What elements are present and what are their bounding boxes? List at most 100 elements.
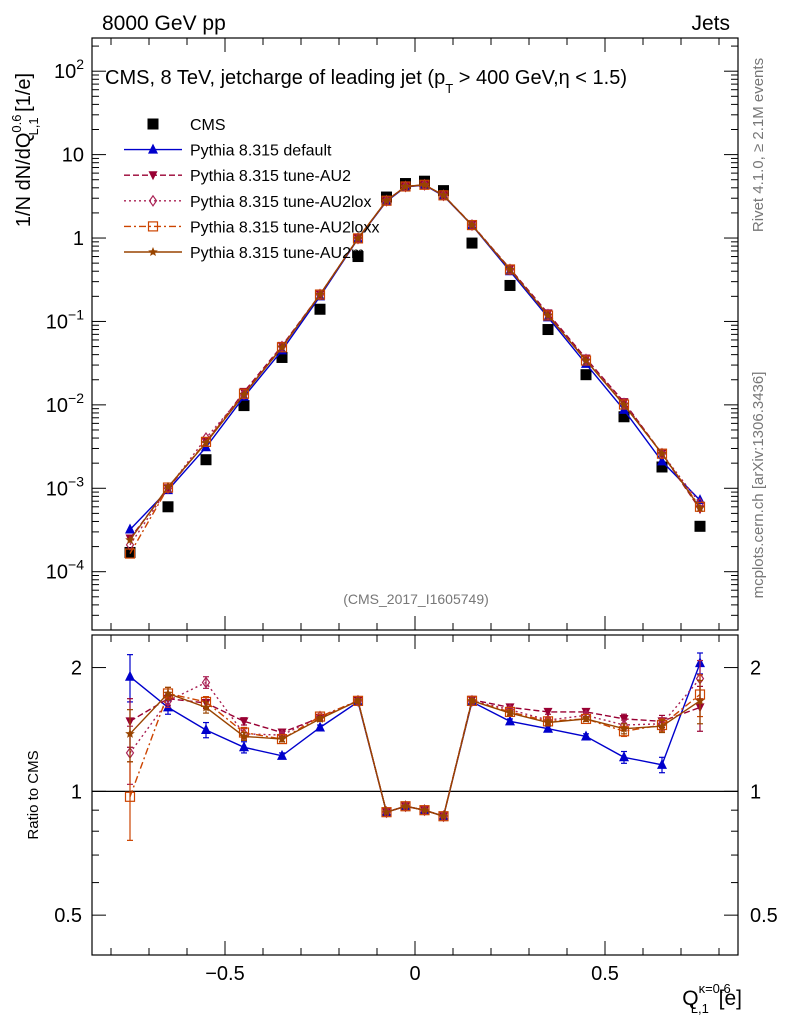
legend: CMS Pythia 8.315 default Pythia 8.315 tune… [124, 117, 379, 262]
main-series [124, 175, 706, 559]
main-y-tick-label: 10−4 [46, 557, 84, 584]
ratio-point [239, 731, 249, 741]
ratio-point [581, 730, 591, 741]
legend-label: Pythia 8.315 tune-AU2 [190, 168, 351, 185]
analysis-watermark: (CMS_2017_I1605749) [343, 591, 489, 607]
data-point [353, 233, 363, 243]
main-y-tick-label: 1 [73, 228, 84, 250]
data-point [694, 501, 706, 512]
data-point [125, 535, 135, 544]
legend-marker [148, 171, 158, 181]
ratio-line [129, 692, 701, 818]
ratio-point [315, 713, 325, 723]
ratio-y-ticks: 0.5 0.5 1 1 2 2 [54, 658, 778, 956]
data-point [124, 548, 136, 559]
data-point [276, 351, 288, 363]
ratio-y-tick-label: 0.5 [54, 905, 82, 927]
ratio-point [353, 695, 363, 705]
data-point [656, 461, 668, 473]
x-tick-label: 0 [409, 963, 420, 985]
ratio-point [201, 723, 211, 734]
ratio-point [163, 688, 173, 698]
main-y-tick-label: 10−1 [46, 306, 84, 333]
ratio-point [201, 676, 211, 689]
legend-label: CMS [190, 117, 226, 134]
data-point [200, 436, 212, 447]
legend-label: Pythia 8.315 default [190, 143, 332, 160]
ratio-line [129, 662, 701, 818]
ratio-point [657, 721, 667, 731]
ratio-point [315, 721, 325, 732]
series-line [129, 184, 701, 546]
x-tick-label: 0.5 [591, 963, 619, 985]
ratio-point [543, 722, 553, 733]
ratio-point [277, 734, 287, 744]
ratio-y-axis-label: Ratio to CMS [25, 750, 42, 839]
data-point [238, 388, 250, 399]
data-point [580, 369, 592, 381]
data-point [201, 437, 211, 447]
series-pythia-8-315-tune-au2loxx [124, 179, 706, 559]
ratio-point [277, 749, 287, 760]
main-y-tick-label: 10−3 [46, 473, 84, 500]
ratio-point [543, 717, 553, 727]
legend-label: Pythia 8.315 tune-AU2lox [190, 194, 371, 211]
data-point [467, 220, 477, 230]
data-point [381, 195, 392, 205]
legend-item-pythia-8-315-tune-au2m: Pythia 8.315 tune-AU2m [124, 245, 364, 262]
ratio-point [619, 751, 629, 762]
main-y-tick-label: 10−2 [46, 390, 84, 417]
ratio-point [543, 707, 553, 717]
ratio-point [581, 713, 591, 723]
main-y-tick-label: 10 [62, 145, 84, 167]
data-point [419, 179, 430, 189]
ratio-point [505, 715, 515, 726]
data-point [619, 399, 629, 409]
legend-item-pythia-8-315-tune-au2: Pythia 8.315 tune-AU2 [124, 168, 351, 185]
data-point [238, 400, 250, 412]
ratio-series-pythia-8-315-tune-au2m [125, 679, 705, 821]
data-point [543, 310, 553, 320]
header-right: Jets [691, 12, 730, 35]
ratio-point [125, 728, 135, 738]
ratio-point [695, 695, 705, 705]
main-y-ticks: 10−4 10−3 10−2 10−1 1 10 102 [46, 45, 738, 631]
series-line [129, 184, 701, 541]
legend-item-pythia-8-315-tune-au2loxx: Pythia 8.315 tune-AU2loxx [124, 219, 379, 236]
data-point [438, 190, 449, 200]
ratio-point [400, 801, 411, 811]
series-pythia-8-315-tune-au2m [125, 179, 705, 544]
ratio-x-ticks: −0.5 0 0.5 [110, 635, 720, 985]
data-point [400, 181, 411, 191]
ratio-point [581, 707, 591, 717]
legend-label: Pythia 8.315 tune-AU2loxx [190, 219, 379, 236]
data-point [352, 251, 364, 263]
ratio-panel: Ratio to CMS Qκ=0.6 L,1 [e] 0.5 0.5 1 1 2 2 −0… [25, 634, 778, 1016]
ratio-point [438, 811, 449, 821]
ratio-y-tick-label-right: 2 [750, 658, 761, 680]
data-point [657, 455, 667, 466]
legend-marker [148, 194, 158, 207]
ratio-line [129, 678, 701, 818]
ratio-y-tick-label-right: 0.5 [750, 905, 778, 927]
ratio-point [239, 741, 249, 752]
data-point [505, 264, 515, 274]
data-point [314, 303, 326, 315]
data-point [277, 342, 287, 352]
ratio-point [505, 708, 515, 718]
legend-marker [147, 221, 159, 232]
main-x-ticks [110, 38, 720, 630]
ratio-point [619, 723, 629, 733]
ratio-y-tick-label: 1 [71, 781, 82, 803]
data-point [657, 448, 667, 458]
legend-marker [148, 247, 158, 256]
data-point [504, 279, 516, 291]
legend-marker [147, 118, 159, 130]
plot-title: CMS, 8 TeV, jetcharge of leading jet (pT… [105, 67, 627, 96]
ratio-y-tick-label: 2 [71, 658, 82, 680]
legend-item-cms: CMS [147, 117, 226, 134]
data-point [200, 454, 212, 466]
series-line [129, 184, 701, 554]
ratio-point [125, 670, 135, 681]
